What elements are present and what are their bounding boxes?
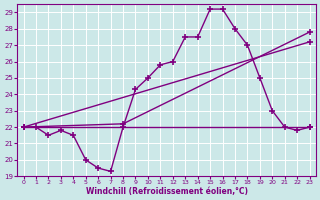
X-axis label: Windchill (Refroidissement éolien,°C): Windchill (Refroidissement éolien,°C): [85, 187, 248, 196]
